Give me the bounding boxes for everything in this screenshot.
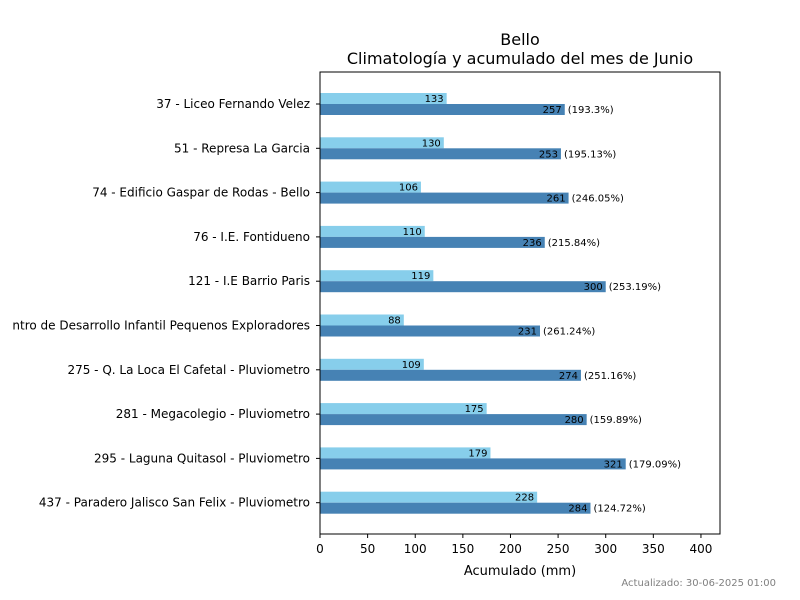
bar-accumulated	[320, 281, 606, 293]
bar-climatology	[320, 225, 425, 237]
x-tick-label: 250	[547, 542, 570, 556]
bar-value-label: 280	[565, 415, 584, 426]
category-label: 437 - Paradero Jalisco San Felix - Pluvi…	[39, 496, 310, 510]
bar-percent-label: (195.13%)	[564, 149, 616, 160]
category-label: 121 - I.E Barrio Paris	[188, 274, 310, 288]
bar-percent-label: (159.89%)	[590, 415, 642, 426]
bar-value-label: 253	[539, 149, 558, 160]
bar-percent-label: (251.16%)	[584, 371, 636, 382]
category-label: 74 - Edificio Gaspar de Rodas - Bello	[92, 186, 310, 200]
updated-timestamp: Actualizado: 30-06-2025 01:00	[621, 578, 776, 589]
bar-accumulated	[320, 414, 587, 426]
bar-climatology	[320, 181, 421, 193]
category-label: 275 - Q. La Loca El Cafetal - Pluviometr…	[67, 363, 310, 377]
x-tick-label: 350	[642, 542, 665, 556]
bar-value-label: 284	[568, 504, 587, 515]
x-tick-label: 300	[594, 542, 617, 556]
bar-value-label: 228	[515, 493, 534, 504]
bar-climatology	[320, 137, 444, 149]
category-label: 281 - Megacolegio - Pluviometro	[116, 407, 310, 421]
bar-accumulated	[320, 369, 581, 381]
chart-title: Bello	[500, 30, 540, 49]
bar-percent-label: (193.3%)	[568, 105, 614, 116]
bar-percent-label: (253.19%)	[609, 282, 661, 293]
bar-value-label: 110	[403, 227, 422, 238]
bar-value-label: 88	[388, 316, 401, 327]
bar-accumulated	[320, 502, 591, 514]
bar-percent-label: (179.09%)	[629, 459, 681, 470]
category-label: 295 - Laguna Quitasol - Pluviometro	[94, 451, 310, 465]
bar-percent-label: (261.24%)	[543, 327, 595, 338]
x-tick-label: 100	[404, 542, 427, 556]
bar-accumulated	[320, 458, 626, 470]
plot-frame	[319, 71, 721, 535]
x-tick-label: 200	[499, 542, 522, 556]
bar-value-label: 109	[402, 360, 421, 371]
bar-value-label: 133	[425, 94, 444, 105]
bar-climatology	[320, 270, 434, 282]
bar-percent-label: (124.72%)	[593, 504, 645, 515]
bar-value-label: 236	[523, 238, 542, 249]
category-label: ntro de Desarrollo Infantil Pequenos Exp…	[12, 319, 310, 333]
x-tick-label: 400	[689, 542, 712, 556]
bar-value-label: 175	[465, 404, 484, 415]
bar-percent-label: (215.84%)	[548, 238, 600, 249]
x-tick-label: 150	[451, 542, 474, 556]
bars-group: 133 257 (193.3%) 130 253 (195.13%) 106 261 (246.…	[320, 93, 681, 515]
x-tick-label: 50	[360, 542, 375, 556]
bar-value-label: 261	[546, 194, 565, 205]
bar-climatology	[320, 491, 538, 503]
bar-climatology	[320, 314, 404, 326]
bar-value-label: 119	[411, 271, 430, 282]
category-label: 76 - I.E. Fontidueno	[193, 230, 310, 244]
bar-accumulated	[320, 192, 569, 204]
bar-value-label: 300	[584, 282, 603, 293]
bar-value-label: 257	[543, 105, 562, 116]
bar-value-label: 321	[604, 459, 623, 470]
x-axis-ticks: 0 50 100 150 200 250 300 350 400	[316, 534, 712, 556]
bar-value-label: 231	[518, 327, 537, 338]
bar-percent-label: (246.05%)	[572, 194, 624, 205]
category-labels: 37 - Liceo Fernando Velez 51 - Represa La…	[12, 97, 320, 510]
bar-accumulated	[320, 104, 565, 115]
x-tick-label: 0	[316, 542, 324, 556]
bar-accumulated	[320, 148, 561, 160]
bar-accumulated	[320, 325, 540, 337]
bar-climatology	[320, 358, 424, 370]
bar-climatology	[320, 403, 487, 415]
category-label: 37 - Liceo Fernando Velez	[156, 97, 310, 111]
bar-value-label: 179	[468, 448, 487, 459]
bar-climatology	[320, 93, 447, 104]
bar-value-label: 274	[559, 371, 578, 382]
bar-climatology	[320, 447, 491, 459]
x-axis-title: Acumulado (mm)	[464, 564, 576, 579]
bar-value-label: 130	[422, 138, 441, 149]
category-label: 51 - Represa La Garcia	[174, 141, 310, 155]
chart-subtitle: Climatología y acumulado del mes de Juni…	[347, 49, 693, 68]
bar-value-label: 106	[399, 183, 418, 194]
bar-accumulated	[320, 236, 545, 248]
